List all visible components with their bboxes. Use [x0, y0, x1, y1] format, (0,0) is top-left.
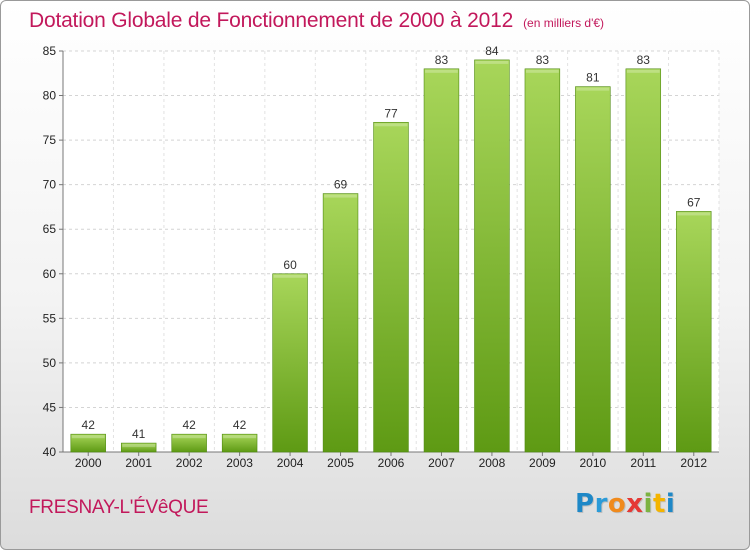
y-tick-label: 40: [43, 445, 57, 459]
bar-highlight: [576, 87, 610, 91]
bars: [70, 59, 712, 453]
bar-highlight: [122, 444, 156, 448]
bar-value-label: 84: [485, 44, 499, 58]
bar: [575, 86, 611, 453]
bar-highlight: [324, 194, 357, 198]
bar-value-label: 42: [233, 418, 247, 432]
bar-value-label: 69: [334, 178, 348, 192]
logo-letter: r: [594, 489, 608, 519]
bar-value-label: 77: [384, 106, 398, 120]
proxiti-logo: Proxiti: [575, 489, 675, 519]
x-tick-label: 2002: [176, 456, 203, 470]
bar-highlight: [525, 69, 559, 73]
bar-value-label: 60: [283, 258, 297, 272]
bar-highlight: [425, 69, 458, 73]
x-tick-label: 2009: [529, 456, 556, 470]
bar: [423, 68, 460, 453]
bar-value-label: 41: [132, 427, 146, 441]
logo-letter: P: [575, 489, 595, 519]
chart-unit: (en milliers d'€): [523, 16, 605, 30]
logo-letter: x: [626, 489, 644, 519]
bar: [524, 68, 561, 453]
x-tick-label: 2004: [277, 456, 304, 470]
bar-value-label: 83: [637, 53, 651, 67]
y-tick-label: 80: [43, 89, 57, 103]
y-tick-label: 50: [43, 356, 57, 370]
bar-highlight: [374, 123, 408, 127]
bar: [272, 273, 308, 453]
chart-title: Dotation Globale de Fonctionnement de 20…: [29, 9, 604, 33]
bar-highlight: [273, 274, 307, 278]
logo-letter: i: [643, 489, 653, 519]
bar-highlight: [626, 69, 660, 73]
bar: [625, 68, 662, 453]
logo-letter: t: [652, 489, 666, 519]
y-tick-label: 75: [43, 133, 57, 147]
y-tick-label: 45: [43, 400, 57, 414]
bar: [322, 193, 359, 453]
x-tick-label: 2010: [579, 456, 606, 470]
bar: [120, 442, 157, 453]
town-name: FRESNAY-L'ÉVêQUE: [29, 497, 209, 518]
logo-letter: o: [607, 489, 627, 519]
y-tick-label: 60: [43, 267, 57, 281]
bar: [70, 433, 106, 453]
x-tick-label: 2003: [226, 456, 253, 470]
x-tick-label: 2011: [630, 456, 656, 470]
x-tick-label: 2000: [75, 456, 102, 470]
bar-value-label: 42: [182, 418, 196, 432]
bar-highlight: [172, 435, 206, 439]
bar-value-label: 83: [435, 53, 449, 67]
bar-highlight: [71, 435, 105, 439]
x-tick-label: 2012: [680, 456, 707, 470]
bar-value-label: 67: [687, 195, 701, 209]
bar-highlight: [677, 212, 711, 216]
x-tick-label: 2006: [378, 456, 405, 470]
bar: [676, 211, 712, 453]
chart-title-text: Dotation Globale de Fonctionnement de 20…: [29, 9, 514, 32]
y-tick-label: 65: [43, 222, 57, 236]
y-tick-label: 85: [43, 44, 57, 58]
x-tick-label: 2005: [327, 456, 354, 470]
x-tick-label: 2008: [479, 456, 506, 470]
bar: [373, 121, 409, 453]
bar-value-label: 42: [82, 418, 96, 432]
bar: [474, 59, 510, 453]
bar-highlight: [475, 60, 509, 64]
labels: 42 2000 41 2001 42 2002 42 2003 60 2004 69 2005 77 20…: [75, 44, 708, 470]
y-tick-label: 70: [43, 178, 57, 192]
x-tick-label: 2007: [428, 456, 455, 470]
logo-letter: i: [665, 489, 676, 519]
bar: [171, 433, 207, 453]
x-tick-label: 2001: [125, 456, 152, 470]
bar-highlight: [223, 435, 257, 439]
bar-value-label: 83: [536, 53, 550, 67]
y-tick-label: 55: [43, 311, 57, 325]
bar: [221, 433, 258, 453]
bar-value-label: 81: [586, 71, 600, 85]
